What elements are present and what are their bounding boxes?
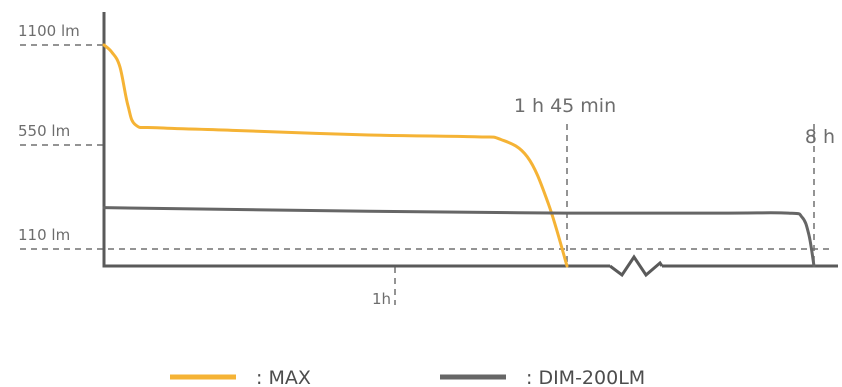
legend-layer: : MAX : DIM-200LM — [170, 367, 645, 387]
series-layer — [102, 43, 816, 268]
x-axis-break — [609, 254, 664, 278]
guides-layer — [20, 44, 830, 305]
y-tick-label-110: 110 lm — [18, 226, 70, 244]
x-annotation-1h45min: 1 h 45 min — [514, 95, 616, 117]
labels-layer: 1100 lm 550 lm 110 lm 1h 1 h 45 min 8 h — [18, 22, 835, 308]
x-annotation-8h: 8 h — [805, 126, 835, 148]
series-line-max — [102, 43, 569, 268]
legend-label-dim-200lm: : DIM-200LM — [526, 367, 645, 387]
legend-label-max: : MAX — [256, 367, 311, 387]
y-tick-label-1100: 1100 lm — [18, 22, 80, 40]
x-annotation-1h: 1h — [372, 290, 391, 308]
axes-layer — [102, 12, 838, 278]
y-tick-label-550: 550 lm — [18, 122, 70, 140]
series-line-dim-200lm — [102, 206, 816, 268]
